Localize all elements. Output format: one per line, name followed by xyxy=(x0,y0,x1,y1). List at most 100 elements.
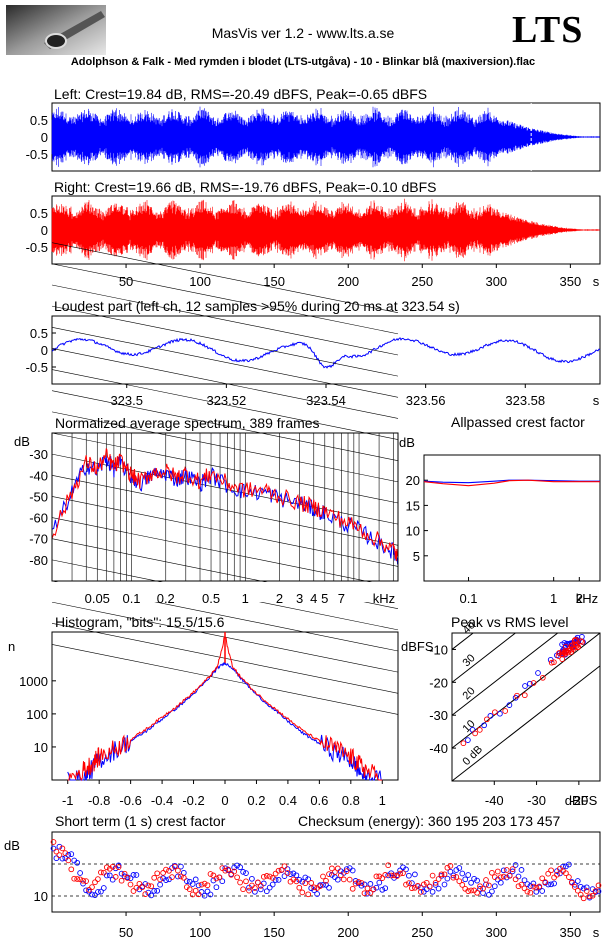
short-term-crest-point-left xyxy=(349,867,356,874)
spectrum-diag-grid xyxy=(51,263,399,335)
short-term-crest-point-left xyxy=(266,884,273,891)
short-term-crest-point-right xyxy=(139,884,146,891)
peak-vs-rms-point-left xyxy=(465,737,471,743)
short-term-crest-point-left xyxy=(337,868,344,875)
peak-vs-rms-point-right xyxy=(551,659,557,666)
short-term-crest-point-left xyxy=(412,871,418,878)
spectrum-diag-grid xyxy=(51,369,399,440)
short-term-crest-point-left xyxy=(142,881,149,887)
short-term-crest-point-right xyxy=(551,874,557,881)
peak-vs-rms-point-left xyxy=(527,680,533,687)
short-term-crest-point-right xyxy=(474,889,480,896)
short-term-crest-point-right xyxy=(204,882,211,889)
short-term-crest-xtick-label: 150 xyxy=(263,925,285,940)
short-term-crest-point-left xyxy=(130,872,137,878)
left-waveform-trace xyxy=(51,106,600,168)
short-term-crest-point-right xyxy=(388,872,395,879)
short-term-crest-point-left xyxy=(530,880,537,887)
short-term-crest-point-right xyxy=(207,871,214,877)
peak-vs-rms-point-left xyxy=(487,713,494,719)
right-waveform-ytick-label: 0.5 xyxy=(30,206,48,221)
short-term-crest-point-right xyxy=(580,895,587,902)
short-term-crest-point-right xyxy=(343,868,350,874)
short-term-crest-point-left xyxy=(521,877,528,884)
short-term-crest-point-right xyxy=(441,871,448,878)
short-term-crest-point-right xyxy=(352,880,359,887)
short-term-crest-point-left xyxy=(213,884,220,891)
left-waveform-title: Left: Crest=19.84 dB, RMS=-20.49 dBFS, P… xyxy=(54,86,427,102)
allpassed-crest-ytick-label: 10 xyxy=(406,524,420,539)
short-term-crest-point-right xyxy=(539,875,546,882)
short-term-crest-point-right xyxy=(589,892,596,899)
short-term-crest-point-right xyxy=(509,866,516,872)
short-term-crest-point-left xyxy=(252,888,258,895)
short-term-crest-point-left xyxy=(305,876,312,883)
short-term-crest-point-left xyxy=(68,851,75,857)
short-term-crest-point-left xyxy=(533,888,540,895)
short-term-crest-point-left xyxy=(207,891,214,898)
allpassed-crest-ytick-label: 5 xyxy=(413,549,420,564)
short-term-crest-point-right xyxy=(548,867,554,874)
short-term-crest-point-right xyxy=(542,879,549,885)
spectrum-series-right xyxy=(51,448,399,561)
short-term-crest-point-left xyxy=(133,872,140,878)
short-term-crest-point-right xyxy=(263,873,270,879)
short-term-crest-point-right xyxy=(160,870,166,876)
short-term-crest-point-left xyxy=(429,888,436,895)
short-term-crest-point-left xyxy=(320,881,326,888)
peak-vs-rms-crest-line xyxy=(451,632,601,749)
short-term-crest-point-right xyxy=(80,877,86,884)
short-term-crest-point-left xyxy=(471,875,477,882)
short-term-crest-point-right xyxy=(222,867,229,874)
short-term-crest-point-right xyxy=(252,885,258,891)
short-term-crest-point-right xyxy=(414,882,421,889)
histogram-xtick-label: -0.6 xyxy=(119,793,141,808)
spectrum-ytick-label: -80 xyxy=(29,553,48,568)
short-term-crest-point-left xyxy=(240,869,246,875)
short-term-crest-point-right xyxy=(228,871,235,878)
short-term-crest-ylabel: dB xyxy=(4,838,20,853)
short-term-crest-point-left xyxy=(500,867,507,874)
short-term-crest-point-right xyxy=(355,879,362,885)
short-term-crest-point-right xyxy=(293,878,300,885)
short-term-crest-point-left xyxy=(89,891,95,898)
loudest-part-xtick-label: 323.58 xyxy=(505,393,545,408)
short-term-crest-point-right xyxy=(379,875,386,881)
short-term-crest-point-right xyxy=(329,865,335,872)
short-term-crest-point-left xyxy=(160,875,166,882)
spectrum-ylabel: dB xyxy=(14,434,30,449)
peak-vs-rms-point-right xyxy=(484,716,490,723)
short-term-crest-point-right xyxy=(450,874,457,881)
short-term-crest-point-left xyxy=(50,845,57,852)
short-term-crest-point-right xyxy=(269,875,276,881)
short-term-crest-point-right xyxy=(163,866,169,873)
short-term-crest-point-left xyxy=(512,862,519,868)
short-term-crest-point-right xyxy=(385,862,392,869)
file-title: Adolphson & Falk - Med rymden i blodet (… xyxy=(70,56,536,68)
short-term-crest-point-right xyxy=(142,891,149,897)
short-term-crest-point-left xyxy=(423,886,430,893)
short-term-crest-point-right xyxy=(536,883,543,890)
short-term-crest-point-right xyxy=(92,879,98,886)
short-term-crest-point-right xyxy=(100,869,107,876)
short-term-crest-point-right xyxy=(175,867,181,874)
short-term-crest-point-right xyxy=(89,884,95,890)
short-term-crest-point-left xyxy=(92,892,98,898)
short-term-crest-point-right xyxy=(127,881,134,888)
spectrum-diag-grid xyxy=(51,411,399,483)
short-term-crest-point-right xyxy=(189,891,196,898)
short-term-crest-point-right xyxy=(50,839,57,845)
time-axis-label: 250 xyxy=(411,274,433,289)
peak-vs-rms-crest-line xyxy=(451,632,559,716)
short-term-crest-point-left xyxy=(127,875,134,882)
short-term-crest-point-right xyxy=(86,887,92,893)
short-term-crest-point-right xyxy=(53,848,60,855)
loudest-part-ytick-label: 0.5 xyxy=(30,326,48,341)
peak-vs-rms-crest-label: 30 xyxy=(461,652,478,669)
short-term-crest-point-right xyxy=(574,887,581,894)
time-axis-label: 50 xyxy=(119,274,133,289)
allpassed-crest-xtick-label: 2 xyxy=(576,591,583,606)
left-waveform-ytick-label: 0 xyxy=(41,130,48,145)
short-term-crest-point-left xyxy=(83,887,89,894)
